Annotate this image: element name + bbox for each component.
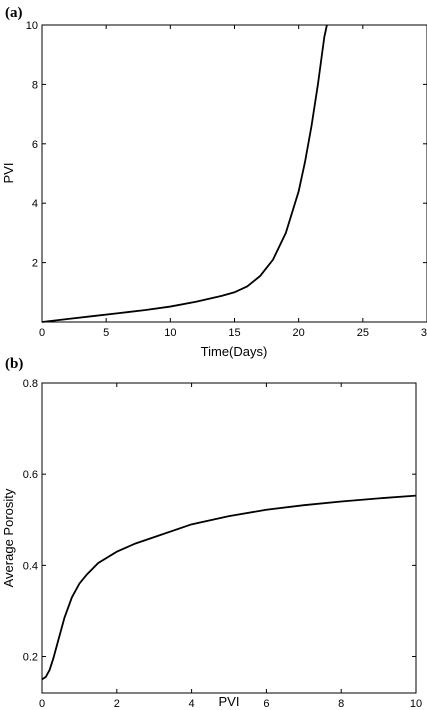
panel-a-x-tick-label: 25 bbox=[357, 327, 369, 339]
panel-b-series-line bbox=[41, 494, 417, 681]
panel-a-x-tick-labels: 0 5 10 15 20 25 30 bbox=[39, 327, 427, 339]
panel-a-x-tick-label: 5 bbox=[103, 327, 109, 339]
panel-a-x-tick-label: 0 bbox=[39, 327, 45, 339]
panel-a-x-tick-label: 15 bbox=[228, 327, 240, 339]
panel-b-x-tick-label: 6 bbox=[263, 698, 269, 710]
panel-b-y-axis-label: Average Porosity bbox=[1, 488, 16, 587]
panel-b-y-tick-label: 0.6 bbox=[23, 469, 38, 481]
panel-a-y-tick-label: 4 bbox=[32, 198, 38, 210]
panel-a-x-tick-label: 20 bbox=[293, 327, 305, 339]
panel-a-ticks bbox=[41, 24, 427, 322]
panel-b: (b) 0 2 4 6 8 10 0.2 0.4 0.6 0.8 PVI Average Por… bbox=[1, 356, 422, 710]
panel-a-y-tick-label: 2 bbox=[32, 258, 38, 270]
panel-a-y-tick-label: 8 bbox=[32, 79, 38, 91]
panel-a-x-axis-label: Time(Days) bbox=[201, 344, 268, 359]
panel-a-plot-frame bbox=[41, 24, 427, 323]
panel-a-x-tick-label: 30 bbox=[421, 327, 427, 339]
panel-a-label: (a) bbox=[5, 5, 23, 21]
panel-b-x-tick-label: 10 bbox=[410, 698, 422, 710]
panel-b-plot-frame bbox=[41, 382, 417, 694]
panel-b-x-tick-label: 4 bbox=[189, 698, 195, 710]
panel-a-x-tick-label: 10 bbox=[164, 327, 176, 339]
panel-a-y-tick-label: 6 bbox=[32, 139, 38, 151]
panel-b-x-axis-label: PVI bbox=[219, 694, 240, 709]
panel-b-y-tick-labels: 0.2 0.4 0.6 0.8 bbox=[23, 378, 38, 664]
panel-b-ticks bbox=[41, 382, 417, 693]
panel-a-y-axis-label: PVI bbox=[1, 163, 16, 184]
panel-a: (a) 0 5 10 15 20 25 30 2 4 6 8 10 Time(Days) PVI bbox=[1, 5, 427, 359]
panel-a-y-tick-label: 10 bbox=[26, 20, 38, 32]
panel-b-y-tick-label: 0.2 bbox=[23, 652, 38, 664]
panel-b-x-tick-label: 8 bbox=[338, 698, 344, 710]
panel-a-series-line bbox=[41, 24, 328, 323]
panel-b-y-tick-label: 0.8 bbox=[23, 378, 38, 390]
panel-b-x-tick-label: 0 bbox=[39, 698, 45, 710]
panel-a-y-tick-labels: 2 4 6 8 10 bbox=[26, 20, 38, 270]
panel-b-y-tick-label: 0.4 bbox=[23, 560, 38, 572]
panel-b-x-tick-label: 2 bbox=[114, 698, 120, 710]
panel-b-label: (b) bbox=[5, 356, 23, 372]
panel-b-x-tick-labels: 0 2 4 6 8 10 bbox=[39, 698, 422, 710]
